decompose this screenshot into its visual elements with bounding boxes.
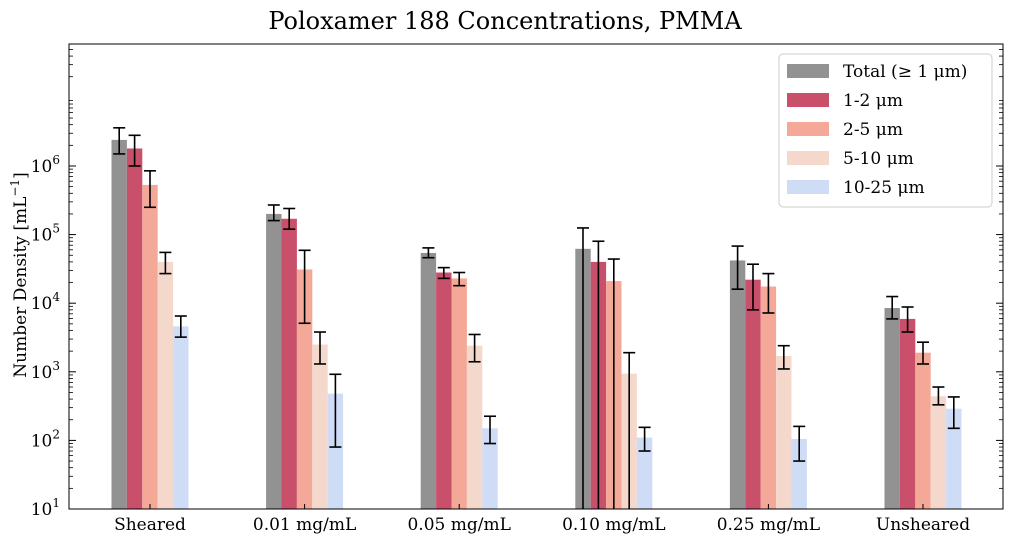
bar-1-2 [436, 272, 452, 509]
x-tick-label-1: 0.01 mg/mL [253, 515, 356, 535]
x-tick-label-2: 0.05 mg/mL [407, 515, 510, 535]
y-tick-exponent-3: 4 [52, 290, 60, 304]
bar-2-0 [142, 184, 158, 509]
bar-4-2 [482, 428, 498, 509]
y-tick-exponent-0: 1 [52, 496, 60, 510]
bar-1-1 [281, 218, 297, 509]
x-tick-labels: Sheared 0.01 mg/mL 0.05 mg/mL 0.10 mg/mL 0.2… [114, 515, 970, 535]
y-tick-label-2: 103 [31, 359, 60, 383]
bar-2-4 [760, 286, 777, 509]
y-axis-label-text: Number Density [mL [11, 197, 31, 378]
bar-0-5 [884, 308, 900, 509]
y-tick-label-5: 106 [31, 153, 60, 177]
y-tick-label-0: 101 [31, 496, 60, 520]
bar-4-0 [173, 326, 189, 509]
y-tick-base-0: 10 [31, 500, 53, 520]
bar-0-0 [111, 139, 127, 509]
plot-frame [68, 43, 1004, 510]
y-tick-exponent-1: 2 [52, 427, 60, 441]
legend-label-4: 10-25 μm [843, 178, 925, 198]
legend: Total (≥ 1 μm) 1-2 μm 2-5 μm 5-10 μm 10-25 μ… [778, 53, 993, 208]
bar-2-1 [296, 269, 313, 509]
legend-box [778, 53, 993, 208]
bar-3-5 [930, 396, 947, 509]
bar-1-0 [126, 148, 143, 510]
y-tick-label-1: 102 [31, 427, 60, 451]
bar-3-4 [776, 355, 792, 509]
bar-1-4 [745, 279, 761, 509]
legend-label-1: 1-2 μm [843, 91, 903, 111]
x-tick-label-0: Sheared [114, 515, 186, 535]
legend-swatch-3 [787, 151, 829, 165]
legend-label-3: 5-10 μm [843, 149, 914, 169]
bar-2-2 [451, 278, 467, 509]
y-tick-label-3: 104 [31, 290, 61, 314]
y-tick-base-2: 10 [31, 363, 53, 383]
bar-4-4 [791, 438, 807, 509]
y-tick-base-5: 10 [31, 157, 53, 177]
y-tick-exponent-2: 3 [52, 359, 60, 373]
legend-label-2: 2-5 μm [843, 120, 903, 140]
y-tick-base-3: 10 [31, 294, 53, 314]
bar-3-1 [312, 344, 328, 509]
y-tick-exponent-4: 5 [52, 222, 60, 236]
bar-4-5 [946, 408, 962, 509]
y-tick-base-1: 10 [31, 431, 53, 451]
y-tick-base-4: 10 [31, 226, 53, 246]
bars-layer [111, 139, 962, 510]
legend-swatch-1 [787, 93, 829, 107]
error-bars-layer [113, 127, 960, 509]
legend-swatch-2 [787, 122, 829, 136]
legend-label-0: Total (≥ 1 μm) [843, 62, 967, 82]
x-tick-label-4: 0.25 mg/mL [717, 515, 820, 535]
bar-2-5 [915, 352, 931, 509]
y-tick-exponent-5: 6 [52, 153, 60, 167]
y-tick-label-4: 105 [31, 222, 60, 246]
x-tick-label-3: 0.10 mg/mL [562, 515, 665, 535]
bar-0-1 [266, 213, 282, 510]
bar-0-2 [420, 252, 437, 509]
bar-4-3 [636, 437, 653, 509]
bar-3-0 [157, 261, 174, 509]
legend-swatch-0 [787, 64, 829, 78]
y-axis-label: Number Density [mL−1] [8, 172, 31, 377]
y-axis-label-exponent: −1 [8, 179, 22, 197]
bar-4-1 [327, 393, 344, 509]
bar-1-5 [899, 318, 916, 509]
x-tick-label-5: Unsheared [876, 515, 970, 535]
y-axis-label-close: ] [11, 172, 31, 179]
legend-swatch-4 [787, 180, 829, 194]
bar-3-2 [466, 345, 483, 509]
bar-0-4 [729, 260, 746, 509]
chart-title: Poloxamer 188 Concentrations, PMMA [268, 7, 742, 35]
